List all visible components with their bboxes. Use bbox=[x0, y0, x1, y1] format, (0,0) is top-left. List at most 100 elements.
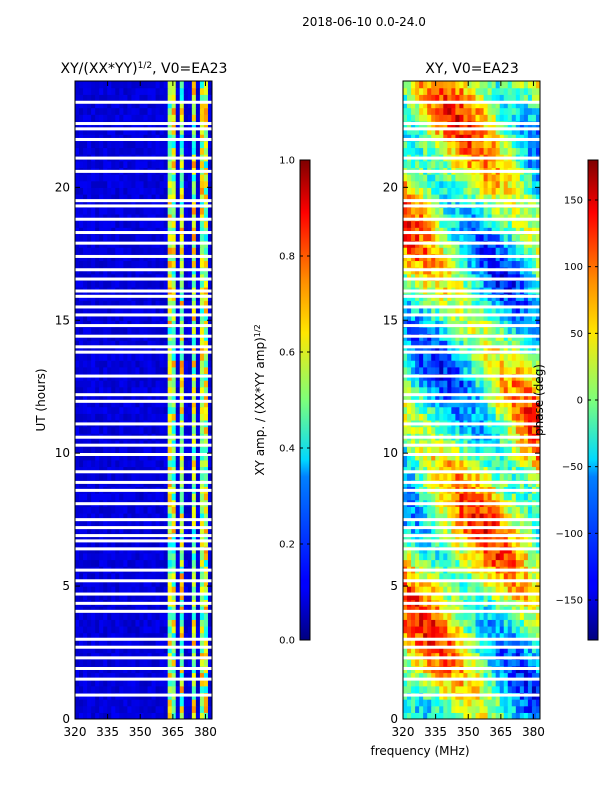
amplitude-heatmap-cell bbox=[143, 473, 149, 481]
phase-heatmap-cell bbox=[515, 699, 521, 707]
amplitude-heatmap-cell bbox=[171, 645, 177, 654]
amplitude-heatmap-cell bbox=[155, 586, 161, 594]
amplitude-heatmap-cell bbox=[135, 699, 141, 707]
amplitude-heatmap-cell bbox=[79, 366, 84, 375]
amplitude-heatmap-cell bbox=[151, 100, 157, 109]
amplitude-heatmap-cell bbox=[143, 632, 149, 640]
amplitude-heatmap-cell bbox=[147, 360, 153, 368]
phase-heatmap-cell bbox=[527, 639, 533, 647]
phase-heatmap-cell bbox=[523, 625, 529, 634]
phase-heatmap-cell bbox=[483, 619, 489, 627]
phase-heatmap-cell bbox=[411, 559, 416, 567]
amplitude-heatmap-cell bbox=[107, 207, 112, 215]
amplitude-heatmap-cell bbox=[167, 193, 173, 202]
amplitude-heatmap-cell bbox=[155, 659, 161, 667]
amplitude-heatmap-cell bbox=[179, 81, 185, 89]
amplitude-heatmap-cell bbox=[111, 632, 116, 640]
amplitude-heatmap-cell bbox=[195, 360, 201, 368]
phase-heatmap-cell bbox=[519, 413, 525, 421]
phase-heatmap-cell bbox=[535, 639, 540, 647]
amplitude-heatmap-cell bbox=[111, 114, 116, 122]
amplitude-heatmap-cell bbox=[123, 160, 128, 168]
amplitude-heatmap-cell bbox=[83, 187, 88, 195]
amplitude-heatmap-cell bbox=[99, 426, 104, 434]
amplitude-heatmap-cell bbox=[135, 592, 141, 600]
amplitude-heatmap-cell bbox=[187, 506, 193, 514]
amplitude-heatmap-cell bbox=[155, 306, 161, 315]
phase-heatmap-cell bbox=[471, 699, 477, 707]
amplitude-heatmap-cell bbox=[187, 280, 193, 288]
amplitude-heatmap-cell bbox=[183, 459, 189, 468]
amplitude-heatmap-cell bbox=[207, 227, 212, 235]
amplitude-heatmap-cell bbox=[187, 213, 193, 222]
phase-heatmap-cell bbox=[487, 625, 493, 634]
amplitude-flagged-row bbox=[75, 637, 212, 641]
phase-heatmap-cell bbox=[531, 705, 537, 713]
phase-heatmap-cell bbox=[515, 679, 521, 687]
amplitude-heatmap-cell bbox=[131, 659, 137, 667]
phase-heatmap-cell bbox=[531, 506, 537, 514]
phase-heatmap-cell bbox=[495, 685, 501, 694]
amplitude-heatmap-cell bbox=[143, 147, 149, 155]
amplitude-heatmap-cell bbox=[207, 426, 212, 434]
amplitude-heatmap-cell bbox=[187, 685, 193, 694]
amplitude-heatmap-cell bbox=[167, 712, 173, 719]
amplitude-heatmap-cell bbox=[139, 652, 145, 660]
amplitude-heatmap-cell bbox=[163, 187, 169, 195]
amplitude-heatmap-cell bbox=[183, 353, 189, 361]
amplitude-heatmap-cell bbox=[199, 586, 205, 594]
amplitude-heatmap-cell bbox=[195, 320, 201, 328]
amplitude-heatmap-cell bbox=[127, 592, 133, 600]
amplitude-heatmap-cell bbox=[127, 413, 133, 421]
amplitude-heatmap-cell bbox=[115, 340, 120, 348]
amplitude-heatmap-cell bbox=[103, 426, 108, 434]
amplitude-heatmap-cell bbox=[79, 619, 84, 627]
amplitude-heatmap-cell bbox=[187, 639, 193, 647]
phase-heatmap-cell bbox=[523, 712, 529, 719]
amplitude-heatmap-cell bbox=[139, 645, 145, 654]
amplitude-heatmap-cell bbox=[151, 606, 157, 614]
amplitude-flagged-row bbox=[75, 374, 212, 378]
amplitude-heatmap-cell bbox=[155, 519, 161, 527]
phase-heatmap-cell bbox=[439, 466, 444, 474]
amplitude-heatmap-cell bbox=[75, 705, 80, 713]
amplitude-heatmap-cell bbox=[131, 612, 137, 620]
amplitude-heatmap-cell bbox=[99, 273, 104, 281]
amplitude-heatmap-cell bbox=[79, 386, 84, 394]
amplitude-heatmap-cell bbox=[115, 559, 120, 567]
amplitude-heatmap-cell bbox=[87, 473, 92, 481]
amplitude-heatmap-cell bbox=[135, 606, 141, 614]
phase-heatmap-cell bbox=[475, 473, 481, 481]
amplitude-heatmap-cell bbox=[203, 346, 209, 355]
amplitude-heatmap-cell bbox=[147, 247, 153, 255]
phase-heatmap-cell bbox=[527, 493, 533, 501]
amplitude-heatmap-cell bbox=[95, 679, 100, 687]
amplitude-heatmap-cell bbox=[91, 273, 96, 281]
amplitude-heatmap-cell bbox=[83, 353, 88, 361]
amplitude-heatmap-cell bbox=[187, 466, 193, 474]
amplitude-heatmap-cell bbox=[123, 353, 128, 361]
phase-heatmap-cell bbox=[483, 606, 489, 614]
amplitude-heatmap-cell bbox=[99, 652, 104, 660]
amplitude-heatmap-cell bbox=[83, 672, 88, 680]
amplitude-heatmap-cell bbox=[163, 699, 169, 707]
amplitude-heatmap-cell bbox=[179, 400, 185, 408]
phase-heatmap-cell bbox=[487, 606, 493, 614]
phase-heatmap-cell bbox=[411, 512, 416, 521]
amplitude-heatmap-cell bbox=[207, 87, 212, 95]
amplitude-heatmap-cell bbox=[167, 586, 173, 594]
phase-heatmap-cell bbox=[435, 453, 440, 461]
amplitude-heatmap-cell bbox=[163, 386, 169, 394]
amplitude-heatmap-cell bbox=[83, 406, 88, 414]
phase-heatmap-cell bbox=[499, 679, 505, 687]
phase-heatmap-cell bbox=[451, 413, 456, 421]
amplitude-heatmap-cell bbox=[103, 652, 108, 660]
phase-heatmap-cell bbox=[427, 672, 432, 680]
phase-heatmap-cell bbox=[535, 559, 540, 567]
phase-heatmap-cell bbox=[427, 493, 432, 501]
amplitude-heatmap-cell bbox=[95, 552, 100, 561]
amplitude-title-rest: , V0=EA23 bbox=[152, 61, 227, 77]
amplitude-heatmap-cell bbox=[191, 619, 197, 627]
phase-heatmap-cell bbox=[419, 586, 424, 594]
amplitude-heatmap-cell bbox=[91, 526, 96, 534]
